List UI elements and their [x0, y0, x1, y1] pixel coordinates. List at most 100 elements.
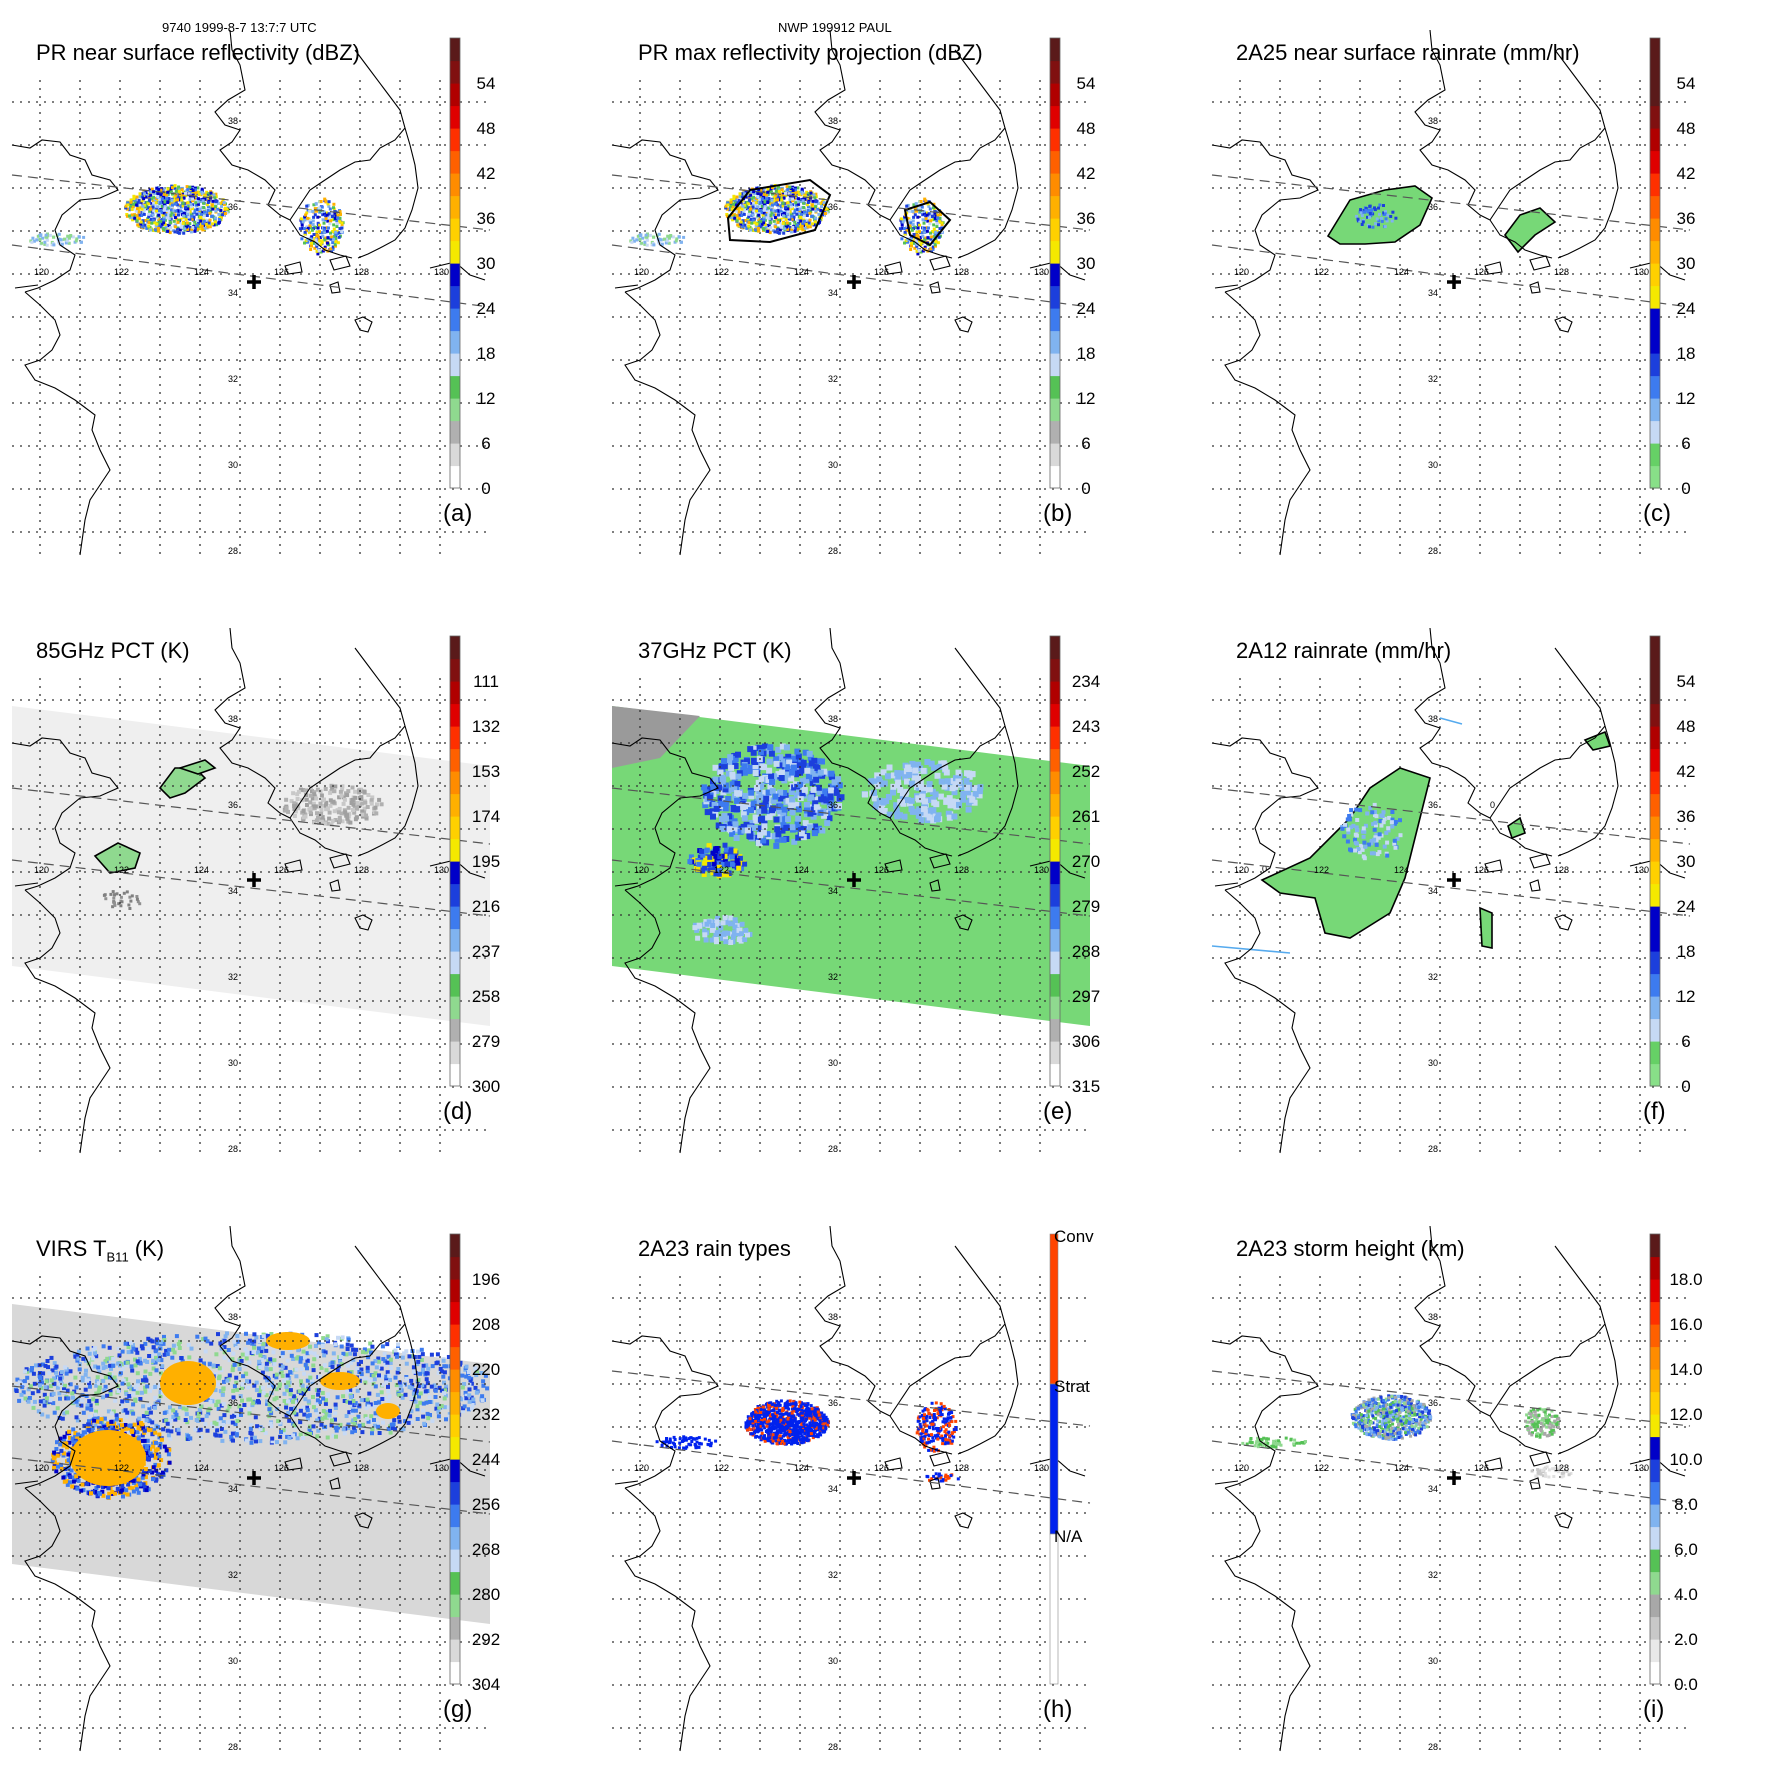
map-grid: [1212, 80, 1690, 555]
colorbar-segment: [450, 263, 460, 287]
lat-tick-label: 36: [828, 800, 838, 810]
colorbar-category-label: Conv: [1054, 1227, 1094, 1246]
colorbar-segment: [450, 1369, 460, 1393]
colorbar-segment: [450, 465, 460, 489]
lat-tick-label: 36: [228, 1398, 238, 1408]
cold-cloud-top: [266, 1332, 310, 1350]
lat-tick-label: 38: [828, 1312, 838, 1322]
colorbar-segment: [1650, 636, 1660, 660]
lon-tick-label: 120: [34, 267, 49, 277]
colorbar-tick-label: 288: [1072, 942, 1100, 961]
colorbar-tick-label: 8.0: [1674, 1495, 1698, 1514]
colorbar-segment: [1650, 996, 1660, 1020]
lon-tick-label: 124: [194, 267, 209, 277]
colorbar-tick-label: 280: [472, 1585, 500, 1604]
panel-title-subscript: B11: [106, 1249, 129, 1265]
lat-tick-label: 38: [828, 714, 838, 724]
lat-tick-label: 32: [828, 1570, 838, 1580]
colorbar-tick-label: 6: [1681, 1032, 1690, 1051]
lat-tick-label: 38: [1428, 116, 1438, 126]
lon-tick-label: 122: [114, 1463, 129, 1473]
rain-cell-cluster: [1340, 802, 1403, 861]
panel-i-map: 120 122 124 126 128 130 38 36 34 32 30 28 18.0 16.0 14…: [1211, 1225, 1703, 1752]
colorbar: 111 132 153 174 195 216 237 258 279 300: [449, 635, 500, 1096]
lon-tick-label: 124: [1394, 1463, 1409, 1473]
lat-tick-label: 36: [228, 800, 238, 810]
panel-f: 0 0 120 122 124 126 128 130 38 36 34 32 30 28 54 48 42 36…: [1200, 627, 1771, 1168]
lat-tick-label: 36: [1428, 800, 1438, 810]
panel-a: 120 122 124 126 128 130 38 36 34 32 30 28 54 48 42 36 30…: [0, 29, 600, 570]
colorbar-segment: [1650, 883, 1660, 907]
colorbar-segment: [1050, 771, 1060, 795]
colorbar-tick-label: 6: [1681, 434, 1690, 453]
colorbar-segment: [1650, 861, 1660, 885]
colorbar-tick-label: 111: [473, 672, 499, 691]
coastline: [611, 1225, 1086, 1752]
colorbar-tick-label: 16.0: [1669, 1315, 1702, 1334]
colorbar-tick-label: 54: [1677, 74, 1696, 93]
lon-tick-label: 124: [794, 267, 809, 277]
colorbar-segment: [1650, 285, 1660, 309]
colorbar-tick-label: 30: [477, 254, 496, 273]
rain-area: [1507, 816, 1527, 840]
colorbar-segment: [1050, 996, 1060, 1020]
colorbar-segment: [1650, 173, 1660, 197]
lat-tick-label: 38: [228, 116, 238, 126]
lon-tick-label: 128: [354, 267, 369, 277]
coastline: [11, 29, 486, 556]
colorbar-tick-label: 4.0: [1674, 1585, 1698, 1604]
colorbar-segment: [450, 285, 460, 309]
colorbar-segment: [450, 60, 460, 84]
colorbar-tick-label: 24: [1077, 299, 1096, 318]
colorbar-segment: [1050, 658, 1060, 682]
colorbar-tick-label: 18.0: [1669, 1270, 1702, 1289]
colorbar-tick-label: 12: [477, 389, 496, 408]
panel-h-map: 120 122 124 126 128 130 38 36 34 32 30 28 Conv Strat N…: [611, 1225, 1094, 1752]
colorbar-segment: [450, 703, 460, 727]
colorbar-segment: [1650, 150, 1660, 174]
colorbar-segment: [1050, 308, 1060, 332]
colorbar-tick-label: 268: [472, 1540, 500, 1559]
swath-edge-line: [11, 1457, 491, 1515]
colorbar-tick-label: 306: [1072, 1032, 1100, 1051]
colorbar-segment: [1650, 1391, 1660, 1415]
colorbar-segment: [450, 308, 460, 332]
panel-letter-label: (c): [1643, 500, 1671, 527]
colorbar-tick-label: 6: [481, 434, 490, 453]
colorbar-segment: [450, 218, 460, 242]
swath-edge-line: [611, 859, 1091, 917]
colorbar-segment: [1650, 1301, 1660, 1325]
lat-tick-label: 32: [228, 972, 238, 982]
colorbar-segment: [1050, 1063, 1060, 1087]
lon-tick-label: 126: [274, 865, 289, 875]
swath-edge-line: [11, 787, 491, 845]
storm-center-cross: [1447, 1471, 1461, 1485]
colorbar-tick-label: 261: [1072, 807, 1100, 826]
colorbar-tick-label: 237: [472, 942, 500, 961]
swath-edge-line: [11, 244, 491, 308]
lon-tick-label: 128: [954, 865, 969, 875]
colorbar-tick-label: 258: [472, 987, 500, 1006]
colorbar-segment: [450, 951, 460, 975]
colorbar-segment: [450, 1346, 460, 1370]
colorbar-segment: [450, 1594, 460, 1618]
swath-edge-line: [1211, 1370, 1691, 1427]
colorbar-segment: [450, 838, 460, 862]
colorbar-segment: [1650, 465, 1660, 489]
coastline: [11, 627, 486, 1154]
colorbar-tick-label: 18: [477, 344, 496, 363]
colorbar-segment: [1650, 353, 1660, 377]
lat-tick-label: 32: [228, 374, 238, 384]
colorbar-tick-label: 6.0: [1674, 1540, 1698, 1559]
colorbar-segment: [1650, 973, 1660, 997]
colorbar-segment: [1650, 1639, 1660, 1663]
colorbar-segment: [450, 1234, 460, 1258]
lat-tick-label: 30: [828, 1656, 838, 1666]
colorbar-segment: [1650, 195, 1660, 219]
swath-edge-line: [1211, 174, 1691, 231]
panel-title-unit: (K): [128, 1236, 165, 1261]
colorbar-tick-label: 42: [477, 164, 496, 183]
lat-tick-label: 28: [1428, 1742, 1438, 1752]
swath-edge-line: [1211, 859, 1691, 917]
